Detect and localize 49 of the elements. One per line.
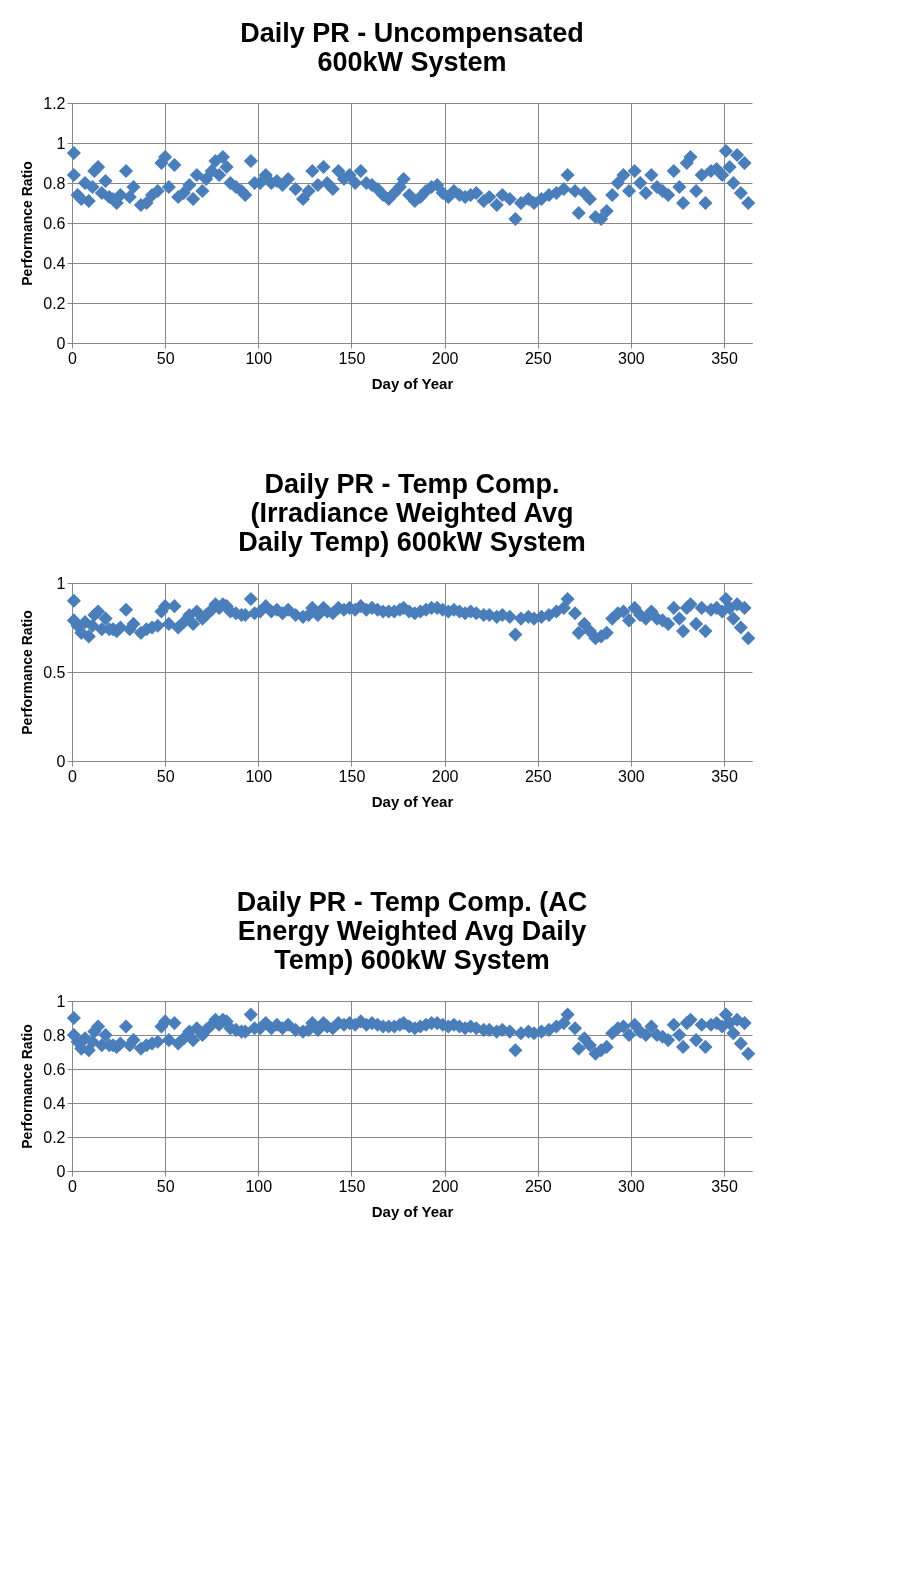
x-axis-title: Day of Year	[371, 1202, 454, 1220]
y-tick-label: 0.4	[43, 1094, 66, 1112]
y-tick-label: 1	[56, 134, 66, 152]
x-tick-label: 200	[431, 767, 459, 785]
x-axis-title: Day of Year	[371, 374, 454, 392]
y-axis-title: Performance Ratio	[19, 161, 36, 286]
x-tick-label: 350	[711, 767, 738, 785]
y-tick-label: 0.8	[43, 1026, 66, 1044]
y-tick-label: 0	[56, 334, 66, 352]
y-tick-label: 0.4	[43, 254, 66, 272]
x-tick-label: 200	[431, 1177, 459, 1195]
x-tick-label: 100	[245, 1177, 273, 1195]
y-tick-label: 0	[56, 752, 66, 770]
y-tick-label: 0.6	[43, 1060, 66, 1078]
x-tick-label: 250	[524, 349, 552, 367]
x-tick-label: 0	[68, 1177, 78, 1195]
y-tick-label: 0.2	[43, 294, 66, 312]
x-tick-label: 300	[618, 349, 645, 367]
x-tick-label: 150	[338, 1177, 366, 1195]
x-tick-label: 150	[338, 349, 366, 367]
x-axis-title: Day of Year	[371, 792, 454, 810]
x-tick-label: 0	[68, 767, 78, 785]
y-tick-label: 1	[56, 574, 66, 592]
y-tick-label: 0.8	[43, 174, 66, 192]
x-tick-label: 50	[156, 349, 175, 367]
y-axis-title: Performance Ratio	[19, 1024, 36, 1149]
x-tick-label: 0	[68, 349, 78, 367]
y-axis-title: Performance Ratio	[19, 610, 36, 735]
x-tick-label: 50	[156, 767, 175, 785]
chart-title: Daily PR - Temp Comp. (AC Energy Weighted Avg Daily Temp) 600kW System	[236, 887, 588, 975]
x-tick-label: 350	[711, 1177, 738, 1195]
x-tick-label: 300	[618, 1177, 645, 1195]
chart-title: Daily PR - Temp Comp. (Irradiance Weighted Avg Daily Temp) 600kW System	[238, 469, 586, 557]
y-tick-label: 1	[56, 992, 66, 1010]
chart-title: Daily PR - Uncompensated 600kW System	[240, 18, 584, 77]
x-tick-label: 200	[431, 349, 459, 367]
y-tick-label: 0.5	[43, 663, 66, 681]
y-tick-label: 1.2	[43, 94, 66, 112]
y-tick-label: 0	[56, 1162, 66, 1180]
y-tick-label: 0.6	[43, 214, 66, 232]
y-tick-label: 0.2	[43, 1128, 66, 1146]
x-tick-label: 250	[524, 767, 552, 785]
x-tick-label: 250	[524, 1177, 552, 1195]
x-tick-label: 100	[245, 767, 273, 785]
x-tick-label: 100	[245, 349, 273, 367]
x-tick-label: 350	[711, 349, 738, 367]
x-tick-label: 50	[156, 1177, 175, 1195]
x-tick-label: 300	[618, 767, 645, 785]
x-tick-label: 150	[338, 767, 366, 785]
